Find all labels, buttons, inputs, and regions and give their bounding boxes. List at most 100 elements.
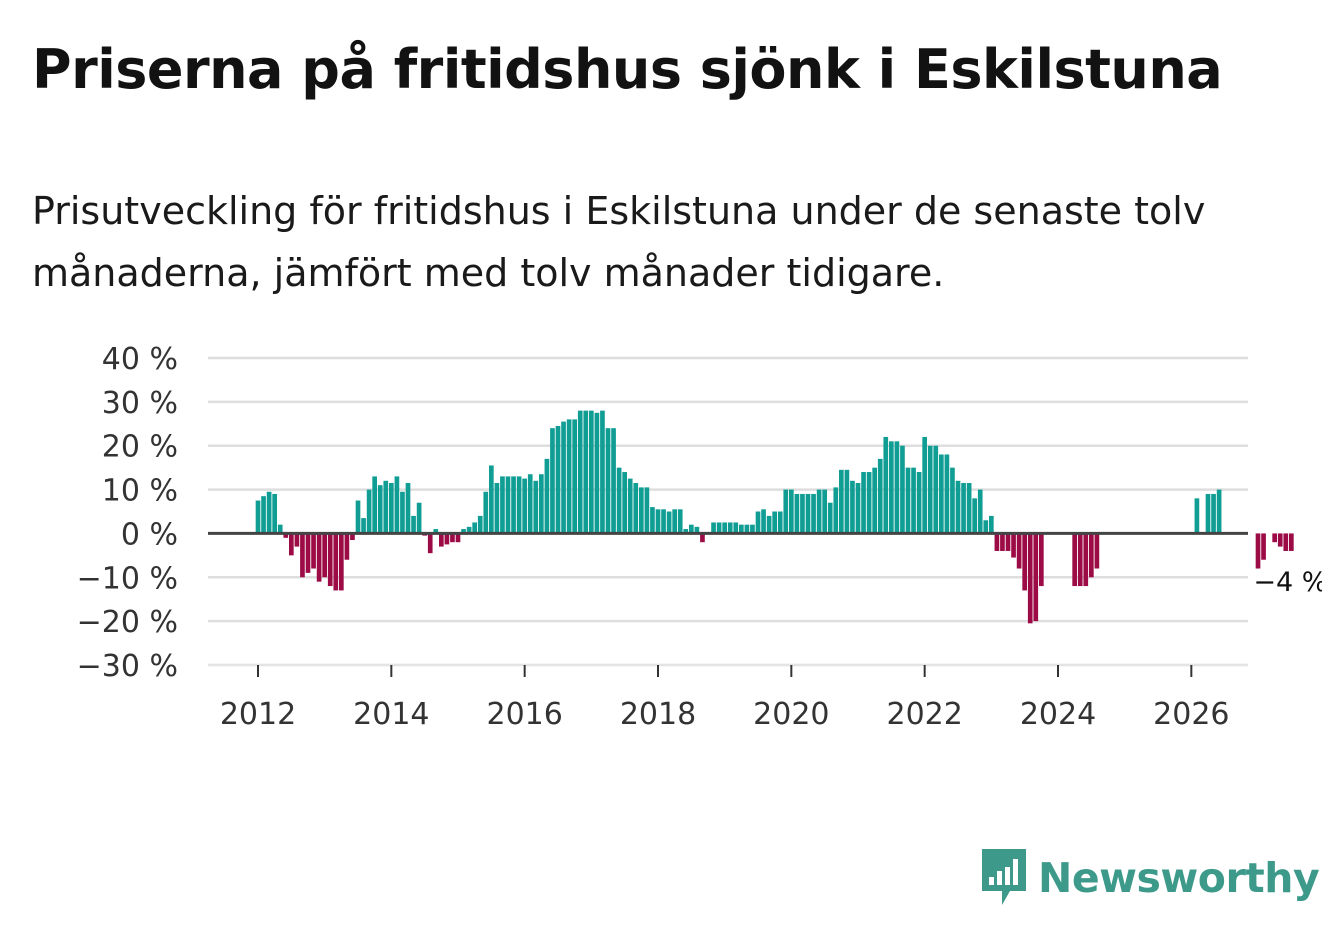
bar bbox=[300, 533, 305, 578]
bar bbox=[400, 491, 405, 534]
bar bbox=[783, 489, 789, 534]
bar bbox=[644, 487, 650, 534]
bar bbox=[311, 533, 316, 569]
bar bbox=[394, 476, 400, 534]
bar bbox=[427, 533, 433, 554]
bar bbox=[455, 533, 461, 543]
bar bbox=[639, 487, 644, 534]
bar bbox=[927, 445, 933, 534]
bar bbox=[539, 474, 544, 534]
bar bbox=[733, 522, 739, 534]
bar bbox=[833, 487, 839, 534]
bar bbox=[494, 482, 500, 534]
bar bbox=[672, 509, 677, 534]
bar bbox=[1277, 533, 1283, 547]
bar bbox=[772, 511, 777, 534]
bar bbox=[805, 493, 811, 534]
bar bbox=[389, 482, 394, 534]
annotations: −4 % bbox=[1253, 567, 1322, 598]
bar bbox=[516, 476, 522, 534]
bar bbox=[550, 428, 555, 534]
bar bbox=[750, 524, 755, 534]
bar bbox=[689, 524, 694, 534]
bar bbox=[966, 482, 972, 534]
bar bbox=[1261, 533, 1266, 560]
bar bbox=[561, 421, 566, 534]
bar bbox=[1000, 533, 1005, 551]
bar bbox=[305, 533, 311, 573]
bar bbox=[572, 419, 577, 534]
bar bbox=[566, 419, 572, 534]
bar bbox=[944, 454, 950, 534]
bar bbox=[950, 467, 955, 534]
bar bbox=[522, 478, 527, 534]
bar bbox=[405, 482, 411, 534]
bar bbox=[994, 533, 1000, 551]
bar bbox=[622, 472, 627, 534]
bar bbox=[616, 467, 622, 534]
last-value-label: −4 % bbox=[1253, 567, 1322, 598]
bar bbox=[666, 511, 672, 534]
bar bbox=[972, 498, 977, 534]
bar bbox=[433, 529, 439, 534]
x-tick-label: 2020 bbox=[753, 697, 829, 732]
bar bbox=[489, 465, 494, 534]
bar bbox=[533, 480, 539, 534]
brand-name: Newsworthy bbox=[1038, 854, 1320, 902]
bar bbox=[939, 454, 944, 534]
bar bbox=[989, 515, 994, 534]
bar bbox=[1089, 533, 1094, 578]
bar bbox=[744, 524, 750, 534]
bar bbox=[1194, 498, 1200, 534]
bar bbox=[1283, 533, 1289, 551]
bar bbox=[922, 436, 927, 534]
bar bbox=[850, 480, 855, 534]
bar bbox=[1216, 489, 1222, 534]
bar bbox=[366, 489, 372, 534]
bar bbox=[1005, 533, 1011, 551]
bar bbox=[327, 533, 333, 587]
bar bbox=[755, 511, 761, 534]
bar bbox=[289, 533, 294, 556]
bar bbox=[889, 441, 894, 534]
bar bbox=[977, 489, 983, 534]
bar bbox=[261, 496, 266, 534]
bar bbox=[266, 491, 272, 534]
bar bbox=[716, 522, 722, 534]
bar bbox=[911, 467, 916, 534]
bar bbox=[872, 467, 877, 534]
bar bbox=[344, 533, 350, 560]
bar bbox=[916, 472, 922, 534]
bar bbox=[372, 476, 377, 534]
bar bbox=[694, 526, 700, 534]
bar bbox=[544, 458, 550, 534]
bar bbox=[839, 469, 844, 534]
bar bbox=[511, 476, 516, 534]
bar bbox=[1027, 533, 1033, 624]
bar bbox=[900, 445, 905, 534]
x-tick-label: 2024 bbox=[1020, 697, 1096, 732]
bar bbox=[1094, 533, 1100, 569]
chart-title: Priserna på fritidshus sjönk i Eskilstun… bbox=[32, 38, 1223, 101]
bar bbox=[961, 482, 966, 534]
bar bbox=[650, 507, 655, 534]
bar bbox=[661, 509, 666, 534]
bar bbox=[1083, 533, 1089, 587]
bar bbox=[277, 524, 283, 534]
y-tick-label: 10 % bbox=[102, 474, 178, 509]
bar bbox=[1039, 533, 1044, 587]
bar bbox=[477, 515, 483, 534]
bar bbox=[983, 520, 989, 534]
bar bbox=[1211, 493, 1216, 534]
bar bbox=[555, 425, 561, 534]
bar bbox=[605, 428, 611, 534]
bar bbox=[600, 410, 605, 534]
bar bbox=[700, 533, 705, 543]
bar bbox=[416, 502, 422, 534]
y-tick-label: −20 % bbox=[77, 605, 178, 640]
bar bbox=[1016, 533, 1022, 569]
bar bbox=[1072, 533, 1077, 587]
bar bbox=[1022, 533, 1027, 591]
bar bbox=[1077, 533, 1083, 587]
axes: 40 % 30 % 20 % 10 % 0 % −10 % −20 % −30 % 2012 20… bbox=[77, 342, 1248, 732]
